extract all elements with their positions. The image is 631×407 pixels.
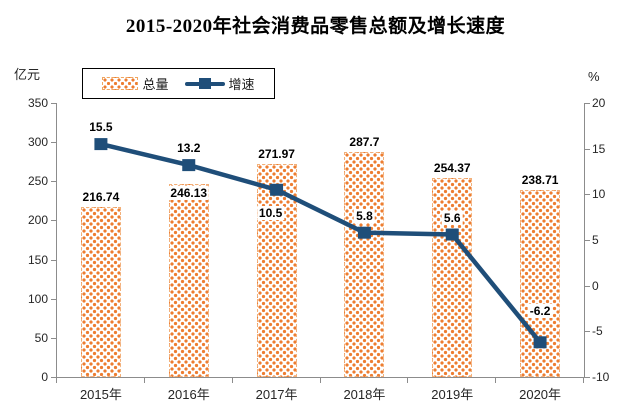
- right-axis-tick-label: 5: [592, 233, 599, 247]
- x-axis-tick: [56, 378, 57, 383]
- line-value-label-2020年: -6.2: [527, 304, 553, 319]
- left-axis-tick-label: 250: [27, 174, 48, 189]
- bar-2016年: [168, 184, 209, 377]
- bar-2015年: [80, 207, 121, 377]
- left-axis-tick-label: 350: [27, 96, 48, 110]
- x-axis-label-2020: 2020年: [519, 387, 562, 402]
- left-axis-line: [56, 103, 57, 377]
- left-axis-unit: 亿元: [14, 67, 41, 82]
- left-axis-tick: [51, 259, 56, 261]
- legend-label-growth: 增速: [228, 77, 255, 92]
- x-axis-label-2015: 2015年: [79, 387, 122, 402]
- legend: 总量 增速: [82, 68, 275, 99]
- right-axis-tick: [585, 285, 590, 287]
- bar-2018年: [344, 151, 385, 377]
- right-axis-tick-label: 15: [592, 141, 606, 156]
- left-axis-tick: [51, 298, 56, 300]
- x-axis-tick: [495, 378, 497, 383]
- left-axis-tick: [51, 220, 56, 222]
- left-axis-tick-label: 200: [27, 213, 48, 228]
- bar-value-label-2016年: 246.13: [168, 186, 210, 201]
- left-axis-tick-label: 0: [41, 370, 48, 384]
- bar-value-label-2019年: 254.37: [431, 160, 473, 175]
- x-axis-tick: [407, 378, 409, 383]
- left-axis-tick: [51, 103, 56, 104]
- left-axis-tick: [51, 337, 56, 339]
- line-value-label-2017年: 10.5: [256, 205, 285, 220]
- right-axis-tick-label: -10: [592, 370, 610, 384]
- line-marker-2015年: [94, 138, 108, 151]
- bar-value-label-2017年: 271.97: [256, 147, 297, 162]
- left-axis-tick-label: 50: [34, 330, 48, 345]
- right-axis-line: [584, 103, 585, 377]
- chart-title: 2015-2020年社会消费品零售总额及增长速度: [125, 16, 506, 37]
- legend-item-total: 总量: [102, 74, 169, 93]
- x-axis-label-2018: 2018年: [343, 387, 386, 402]
- x-axis-label-2019: 2019年: [431, 387, 474, 402]
- bar-2017年: [256, 164, 297, 377]
- right-axis-tick: [585, 377, 590, 378]
- right-axis-tick-label: 0: [592, 278, 599, 293]
- left-axis-tick: [51, 181, 56, 183]
- bar-value-label-2020年: 238.71: [519, 173, 561, 188]
- bar-value-label-2015年: 216.74: [80, 190, 122, 205]
- right-axis-unit: %: [588, 69, 600, 84]
- line-marker-2016年: [182, 159, 196, 172]
- x-axis-tick: [583, 378, 584, 383]
- left-axis-tick-label: 100: [27, 291, 48, 306]
- left-axis-tick: [51, 142, 56, 144]
- right-axis-tick-label: -5: [592, 324, 603, 339]
- x-axis-tick: [319, 378, 321, 383]
- right-axis-tick: [585, 148, 590, 150]
- left-axis-tick: [51, 377, 56, 378]
- x-axis-tick: [143, 378, 145, 383]
- right-axis-tick-label: 10: [592, 187, 606, 202]
- left-axis-tick-label: 300: [27, 135, 48, 150]
- bar-2019年: [432, 177, 473, 377]
- left-axis-tick-label: 150: [27, 252, 48, 267]
- right-axis-tick: [585, 331, 590, 333]
- x-axis-label-2016: 2016年: [167, 387, 210, 402]
- x-axis-label-2017: 2017年: [255, 387, 298, 402]
- legend-item-growth: 增速: [184, 74, 255, 93]
- x-axis-line: [56, 377, 585, 378]
- x-axis-tick: [231, 378, 233, 383]
- right-axis-tick: [585, 240, 590, 241]
- bar-value-label-2018年: 287.7: [347, 134, 382, 149]
- legend-label-total: 总量: [142, 77, 169, 92]
- line-value-label-2019年: 5.6: [441, 210, 463, 225]
- line-value-label-2018年: 5.8: [354, 208, 375, 223]
- right-axis-tick: [585, 194, 590, 196]
- bar-2020年: [520, 190, 561, 377]
- right-axis-tick-label: 20: [592, 96, 606, 110]
- right-axis-tick: [585, 103, 590, 104]
- line-value-label-2015年: 15.5: [87, 120, 115, 135]
- bar-pattern-swatch-icon: [102, 77, 139, 90]
- line-value-label-2016年: 13.2: [175, 141, 203, 156]
- line-marker-swatch-icon: [184, 77, 225, 90]
